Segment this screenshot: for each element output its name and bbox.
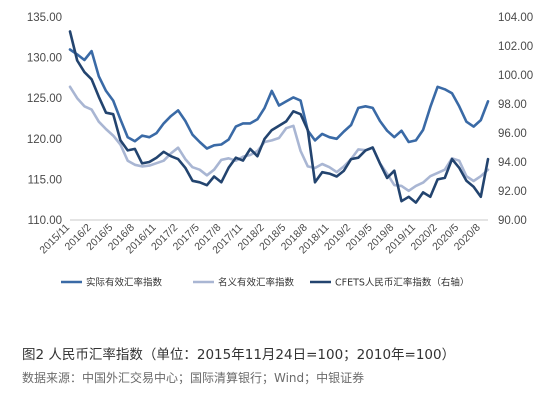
left-y-tick-label: 110.00 <box>28 215 62 227</box>
series-line-3 <box>68 30 490 204</box>
legend-label-3: CFETS人民币汇率指数（右轴） <box>335 277 469 289</box>
right-y-tick-label: 102.00 <box>498 41 533 53</box>
right-y-axis: 90.00 92.00 94.00 96.00 98.00 100.00 102.00 104… <box>498 12 533 227</box>
figure-caption: 图2 人民币汇率指数（单位：2015年11月24日=100；2010年=100） <box>22 347 456 363</box>
right-y-tick-label: 94.00 <box>498 157 527 169</box>
series-line-1 <box>68 48 490 150</box>
right-y-tick-label: 100.00 <box>498 70 533 82</box>
right-y-tick-label: 96.00 <box>498 128 527 140</box>
left-y-axis: 110.00 115.00 120.00 125.00 130.00 135.00 <box>27 12 62 227</box>
legend-label-1: 实际有效汇率指数 <box>86 277 163 289</box>
plot-area <box>68 30 490 204</box>
series-line-2 <box>68 85 490 193</box>
left-y-tick-label: 135.00 <box>27 12 62 24</box>
right-y-tick-label: 90.00 <box>498 215 527 227</box>
legend-label-2: 名义有效汇率指数 <box>218 277 295 289</box>
right-y-tick-label: 104.00 <box>498 12 533 24</box>
data-source-note: 数据来源：中国外汇交易中心；国际清算银行；Wind；中银证券 <box>22 371 365 385</box>
left-y-tick-label: 115.00 <box>28 174 62 186</box>
x-axis: 2015/112016/22016/52016/82016/112017/220… <box>37 219 488 256</box>
right-y-tick-label: 92.00 <box>498 186 527 198</box>
legend: 实际有效汇率指数 名义有效汇率指数 CFETS人民币汇率指数（右轴） <box>61 277 469 289</box>
exchange-rate-chart: 110.00 115.00 120.00 125.00 130.00 135.00 90.… <box>27 12 533 289</box>
left-y-tick-label: 120.00 <box>27 134 62 146</box>
right-y-tick-label: 98.00 <box>498 99 527 111</box>
left-y-tick-label: 130.00 <box>27 53 62 65</box>
left-y-tick-label: 125.00 <box>27 93 62 105</box>
